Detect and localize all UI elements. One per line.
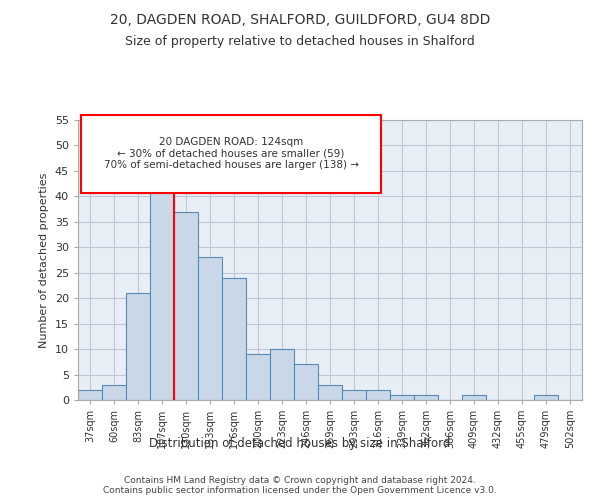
Bar	[102, 384, 126, 400]
Y-axis label: Number of detached properties: Number of detached properties	[39, 172, 49, 348]
Bar	[198, 258, 222, 400]
Bar	[126, 293, 150, 400]
Bar	[318, 384, 342, 400]
Bar	[150, 166, 174, 400]
Text: 20, DAGDEN ROAD, SHALFORD, GUILDFORD, GU4 8DD: 20, DAGDEN ROAD, SHALFORD, GUILDFORD, GU…	[110, 12, 490, 26]
Bar	[390, 395, 414, 400]
Text: Distribution of detached houses by size in Shalford: Distribution of detached houses by size …	[149, 438, 451, 450]
Text: Size of property relative to detached houses in Shalford: Size of property relative to detached ho…	[125, 35, 475, 48]
Bar	[78, 390, 102, 400]
Bar	[270, 349, 294, 400]
Text: Contains HM Land Registry data © Crown copyright and database right 2024.
Contai: Contains HM Land Registry data © Crown c…	[103, 476, 497, 495]
Bar	[174, 212, 198, 400]
Bar	[462, 395, 486, 400]
Bar	[414, 395, 438, 400]
Bar	[342, 390, 366, 400]
Bar	[366, 390, 390, 400]
Bar	[222, 278, 246, 400]
Bar	[294, 364, 318, 400]
Bar	[534, 395, 558, 400]
Bar	[246, 354, 270, 400]
Text: 20 DAGDEN ROAD: 124sqm
← 30% of detached houses are smaller (59)
70% of semi-det: 20 DAGDEN ROAD: 124sqm ← 30% of detached…	[104, 137, 359, 170]
